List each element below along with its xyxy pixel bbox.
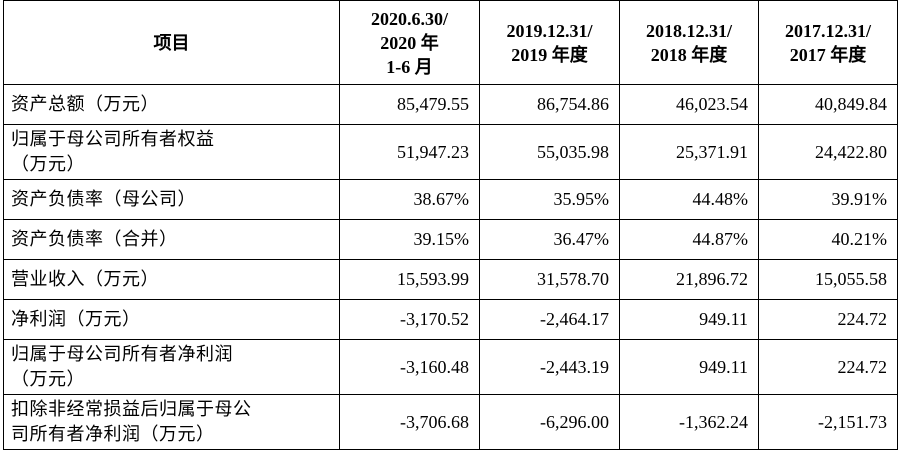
financial-summary-table-container: 项目 2020.6.30/ 2020 年 1-6 月 2019.12.31/ 2…	[3, 0, 898, 466]
cell-value: 21,896.72	[619, 259, 759, 300]
header-period-2018: 2018.12.31/ 2018 年度	[619, 0, 759, 85]
cell-value: 55,035.98	[479, 124, 620, 180]
row-label: 资产负债率（母公司）	[3, 179, 340, 220]
cell-value: 25,371.91	[619, 124, 759, 180]
cell-value: 949.11	[619, 339, 759, 395]
cell-value: 39.15%	[339, 219, 480, 260]
cell-value: 38.67%	[339, 179, 480, 220]
cell-value: -2,464.17	[479, 299, 620, 340]
cell-value: -6,296.00	[479, 394, 620, 450]
row-label: 营业收入（万元）	[3, 259, 340, 300]
table-row-debt-ratio-consolidated: 资产负债率（合并） 39.15% 36.47% 44.87% 40.21%	[3, 219, 898, 260]
table-row-revenue: 营业收入（万元） 15,593.99 31,578.70 21,896.72 1…	[3, 259, 898, 300]
cell-value: 224.72	[758, 339, 898, 395]
cell-value: 86,754.86	[479, 84, 620, 125]
cell-value: -3,160.48	[339, 339, 480, 395]
row-label: 资产总额（万元）	[3, 84, 340, 125]
header-period-2020h1: 2020.6.30/ 2020 年 1-6 月	[339, 0, 480, 85]
financial-summary-table: 项目 2020.6.30/ 2020 年 1-6 月 2019.12.31/ 2…	[3, 0, 898, 450]
cell-value: 46,023.54	[619, 84, 759, 125]
cell-value: 39.91%	[758, 179, 898, 220]
table-row-net-profit: 净利润（万元） -3,170.52 -2,464.17 949.11 224.7…	[3, 299, 898, 340]
header-item: 项目	[3, 0, 340, 85]
table-row-total-assets: 资产总额（万元） 85,479.55 86,754.86 46,023.54 4…	[3, 84, 898, 125]
cell-value: 15,593.99	[339, 259, 480, 300]
header-period-2019: 2019.12.31/ 2019 年度	[479, 0, 620, 85]
row-label: 归属于母公司所有者权益 （万元）	[3, 124, 340, 180]
cell-value: 44.48%	[619, 179, 759, 220]
cell-value: -2,443.19	[479, 339, 620, 395]
cell-value: 35.95%	[479, 179, 620, 220]
table-row-parent-net-profit: 归属于母公司所有者净利润 （万元） -3,160.48 -2,443.19 94…	[3, 339, 898, 395]
table-row-debt-ratio-parent: 资产负债率（母公司） 38.67% 35.95% 44.48% 39.91%	[3, 179, 898, 220]
cell-value: -3,170.52	[339, 299, 480, 340]
cell-value: 24,422.80	[758, 124, 898, 180]
table-row-parent-equity: 归属于母公司所有者权益 （万元） 51,947.23 55,035.98 25,…	[3, 124, 898, 180]
cell-value: -2,151.73	[758, 394, 898, 450]
cell-value: -1,362.24	[619, 394, 759, 450]
cell-value: 15,055.58	[758, 259, 898, 300]
cell-value: 224.72	[758, 299, 898, 340]
cell-value: 40.21%	[758, 219, 898, 260]
row-label: 净利润（万元）	[3, 299, 340, 340]
row-label: 资产负债率（合并）	[3, 219, 340, 260]
cell-value: 85,479.55	[339, 84, 480, 125]
header-period-2017: 2017.12.31/ 2017 年度	[758, 0, 898, 85]
cell-value: 949.11	[619, 299, 759, 340]
row-label: 扣除非经常损益后归属于母公 司所有者净利润（万元）	[3, 394, 340, 450]
cell-value: -3,706.68	[339, 394, 480, 450]
cell-value: 36.47%	[479, 219, 620, 260]
cell-value: 40,849.84	[758, 84, 898, 125]
cell-value: 44.87%	[619, 219, 759, 260]
row-label: 归属于母公司所有者净利润 （万元）	[3, 339, 340, 395]
cell-value: 31,578.70	[479, 259, 620, 300]
table-header-row: 项目 2020.6.30/ 2020 年 1-6 月 2019.12.31/ 2…	[3, 0, 898, 85]
table-row-adjusted-parent-net-profit: 扣除非经常损益后归属于母公 司所有者净利润（万元） -3,706.68 -6,2…	[3, 394, 898, 450]
cell-value: 51,947.23	[339, 124, 480, 180]
